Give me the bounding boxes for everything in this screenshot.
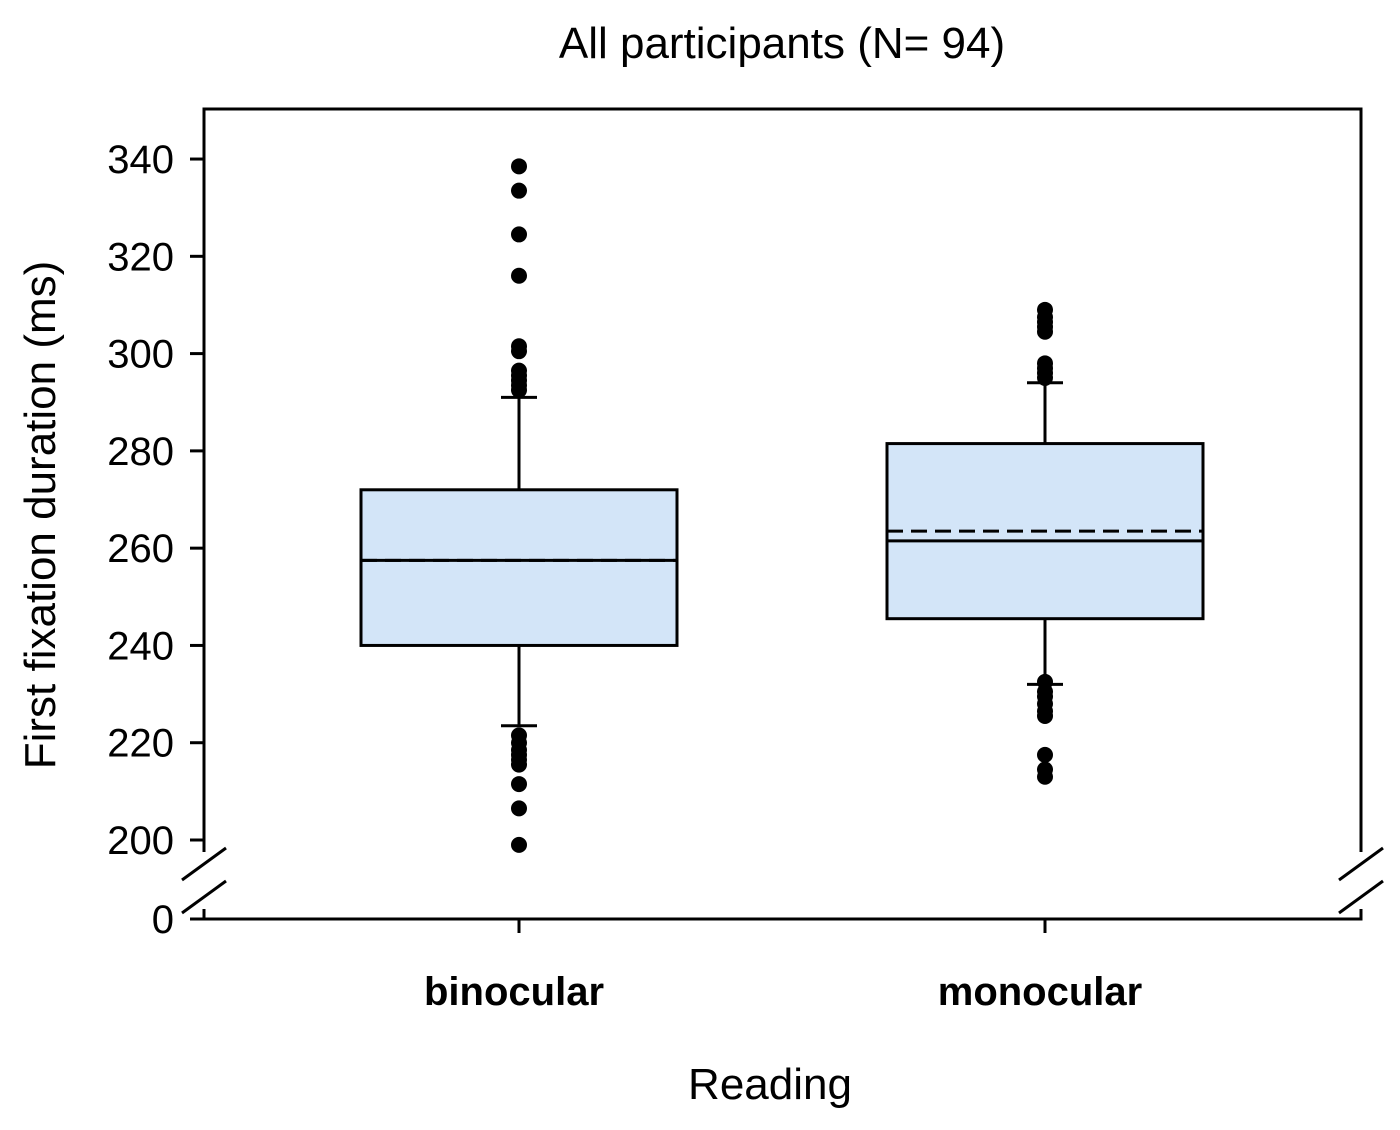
outlier-point: [511, 226, 527, 243]
y-tick-label: 340: [107, 138, 174, 182]
outlier-point: [1037, 761, 1053, 778]
outlier-point: [511, 182, 527, 199]
axis-break-mark: [181, 879, 227, 915]
y-tick-label: 280: [107, 430, 174, 474]
axis-break-gap-right: [1358, 852, 1364, 909]
iqr-box: [359, 488, 679, 647]
x-axis-label: Reading: [688, 1060, 852, 1109]
axis-break-mark: [1338, 846, 1384, 882]
y-tick-label: 0: [152, 898, 174, 942]
outlier-point: [511, 267, 527, 284]
y-tick-label: 300: [107, 333, 174, 377]
y-axis: 0 200 220 240 260 280 300 320 340: [107, 138, 1384, 942]
outlier-point: [511, 776, 527, 793]
x-tick-label: monocular: [938, 970, 1142, 1014]
outlier-point: [1037, 301, 1053, 318]
axis-break-gap-left: [201, 852, 207, 909]
axis-break-mark: [181, 846, 227, 882]
y-axis-label: First fixation duration (ms): [16, 261, 65, 770]
boxes-group: [359, 158, 1205, 853]
outlier-point: [511, 158, 527, 175]
outlier-point: [511, 362, 527, 379]
outlier-point: [511, 836, 527, 853]
outlier-point: [511, 338, 527, 355]
chart-title: All participants (N= 94): [559, 19, 1005, 68]
y-tick-label: 220: [107, 722, 174, 766]
plot-frame: [202, 107, 1363, 921]
outlier-point: [511, 727, 527, 744]
x-axis: binocular monocular: [424, 919, 1142, 1014]
box-binocular: [359, 158, 679, 853]
x-tick-label: binocular: [424, 970, 604, 1014]
y-tick-label: 240: [107, 624, 174, 668]
box-monocular: [885, 301, 1205, 785]
outlier-point: [1037, 746, 1053, 763]
outlier-point: [1037, 673, 1053, 690]
axis-break-mark: [1338, 879, 1384, 915]
outlier-point: [1037, 355, 1053, 372]
y-tick-label: 320: [107, 235, 174, 279]
y-tick-label: 200: [107, 819, 174, 863]
y-tick-label: 260: [107, 527, 174, 571]
outlier-point: [511, 800, 527, 817]
